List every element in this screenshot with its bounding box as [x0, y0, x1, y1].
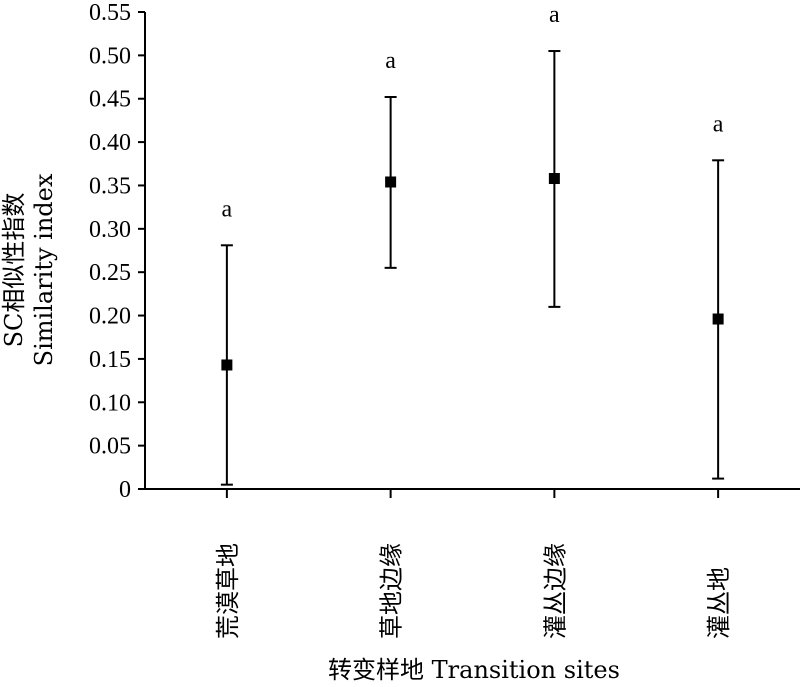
y-axis-title-line-1: SC相似性指数 — [0, 193, 28, 348]
significance-label: a — [549, 2, 560, 28]
x-category-label: 灌丛边缘 — [541, 543, 569, 639]
y-tick-label: 0.25 — [89, 260, 131, 286]
data-point-marker — [712, 313, 724, 325]
y-tick-label: 0.45 — [89, 87, 131, 113]
significance-label: a — [385, 48, 396, 74]
data-point-marker — [221, 359, 233, 371]
x-category-label: 灌丛地 — [705, 567, 733, 639]
significance-label: a — [713, 111, 724, 137]
x-category-label: 荒漠草地 — [214, 543, 242, 639]
y-tick-label: 0 — [119, 477, 131, 503]
y-tick-label: 0.35 — [89, 173, 131, 199]
data-point-marker — [548, 173, 560, 185]
y-axis-title-line-2: Similarity index — [30, 173, 58, 366]
y-tick-label: 0.05 — [89, 434, 131, 460]
x-axis-title: 转变样地 Transition sites — [328, 656, 620, 684]
y-tick-label: 0.50 — [89, 43, 131, 69]
x-category-label: 草地边缘 — [378, 543, 406, 639]
data-point-marker — [385, 176, 397, 188]
y-tick-label: 0.10 — [89, 390, 131, 416]
y-tick-label: 0.40 — [89, 130, 131, 156]
y-tick-label: 0.20 — [89, 304, 131, 330]
y-tick-label: 0.55 — [89, 0, 131, 26]
y-axis-title: SC相似性指数 Similarity index — [0, 173, 58, 366]
y-tick-label: 0.15 — [89, 347, 131, 373]
significance-label: a — [222, 196, 233, 222]
y-tick-label: 0.30 — [89, 217, 131, 243]
